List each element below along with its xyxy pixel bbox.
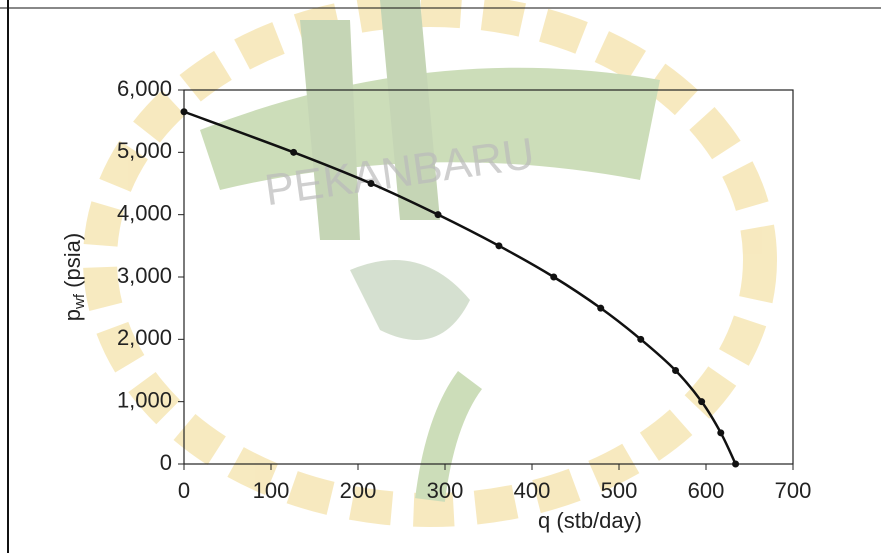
x-tick-label: 0 [178, 478, 190, 503]
data-point [637, 336, 644, 343]
y-tick-label: 1,000 [117, 387, 172, 412]
data-point [550, 274, 557, 281]
y-tick-label: 3,000 [117, 263, 172, 288]
y-axis-label: pwf (psia) [60, 233, 88, 321]
data-point [290, 149, 297, 156]
data-point [435, 211, 442, 218]
y-tick-label: 4,000 [117, 200, 172, 225]
data-point [495, 242, 502, 249]
x-tick-label: 600 [688, 478, 725, 503]
y-label-rest: (psia) [60, 233, 85, 294]
x-tick-label: 300 [427, 478, 464, 503]
x-tick-label: 100 [253, 478, 290, 503]
y-tick-label: 2,000 [117, 325, 172, 350]
data-point [698, 398, 705, 405]
data-point [717, 429, 724, 436]
data-point [597, 305, 604, 312]
y-label-main: p [60, 309, 85, 321]
y-label-sub: wf [71, 293, 88, 310]
x-tick-label: 500 [601, 478, 638, 503]
y-tick-label: 6,000 [117, 76, 172, 101]
data-point [368, 180, 375, 187]
x-axis-label: q (stb/day) [538, 508, 642, 533]
x-tick-label: 700 [775, 478, 812, 503]
watermark-emblem [100, 0, 760, 510]
x-tick-label: 400 [514, 478, 551, 503]
y-tick-label: 0 [160, 450, 172, 475]
data-point [672, 367, 679, 374]
chart: PEKANBARU q (stb/day) pwf (psia) 01,0002… [0, 0, 881, 553]
data-point [181, 108, 188, 115]
x-tick-label: 200 [340, 478, 377, 503]
y-tick-label: 5,000 [117, 138, 172, 163]
data-point [732, 461, 739, 468]
